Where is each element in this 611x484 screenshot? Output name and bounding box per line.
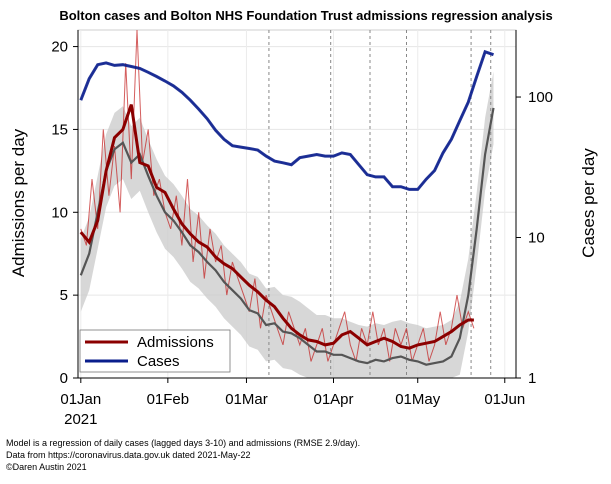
- x-tick-label-01Jan: 01Jan: [60, 391, 101, 408]
- footnotes: Model is a regression of daily cases (la…: [6, 437, 360, 473]
- y-left-tick-label-15: 15: [51, 121, 68, 138]
- chart-title: Bolton cases and Bolton NHS Foundation T…: [59, 8, 552, 23]
- footnote-copyright: ©Daren Austin 2021: [6, 462, 87, 472]
- axes: 0 5 10 15 20 1 10 100 01Jan 2021 01Feb 01Mar 01Apr 01…: [51, 30, 553, 428]
- footnote-source: Data from https://coronavirus.data.gov.u…: [6, 450, 251, 460]
- x-tick-label-01Mar: 01Mar: [225, 391, 268, 408]
- legend: Admissions Cases: [79, 329, 231, 373]
- legend-label-cases: Cases: [137, 353, 180, 370]
- legend-box: [79, 329, 231, 373]
- x-tick-label-01Apr: 01Apr: [313, 391, 353, 408]
- series-line-0: [80, 29, 475, 362]
- confidence-band: [80, 71, 494, 379]
- series-line-1: [79, 104, 474, 350]
- y-left-tick-label-10: 10: [51, 204, 68, 221]
- series-line-4: [79, 49, 494, 191]
- y-left-tick-label-0: 0: [60, 370, 68, 387]
- y-axis-left-label: Admissions per day: [9, 128, 28, 277]
- y-axis-right-label: Cases per day: [579, 148, 598, 258]
- y-right-tick-label-100: 100: [528, 89, 553, 106]
- model-confidence-band: [80, 71, 494, 379]
- footnote-model: Model is a regression of daily cases (la…: [6, 438, 361, 448]
- y-left-tick-label-20: 20: [51, 39, 68, 56]
- chart: Bolton cases and Bolton NHS Foundation T…: [9, 8, 598, 428]
- x-tick-sublabel-01Jan: 2021: [64, 411, 97, 428]
- x-tick-label-01Jun: 01Jun: [484, 391, 525, 408]
- x-tick-label-01May: 01May: [395, 391, 441, 408]
- y-right-tick-label-10: 10: [528, 230, 545, 247]
- y-left-tick-label-5: 5: [60, 287, 68, 304]
- x-tick-label-01Feb: 01Feb: [147, 391, 190, 408]
- legend-label-admissions: Admissions: [137, 334, 214, 351]
- series-line-2: [79, 107, 495, 366]
- series-lines: [79, 29, 495, 366]
- y-right-tick-label-1: 1: [528, 370, 536, 387]
